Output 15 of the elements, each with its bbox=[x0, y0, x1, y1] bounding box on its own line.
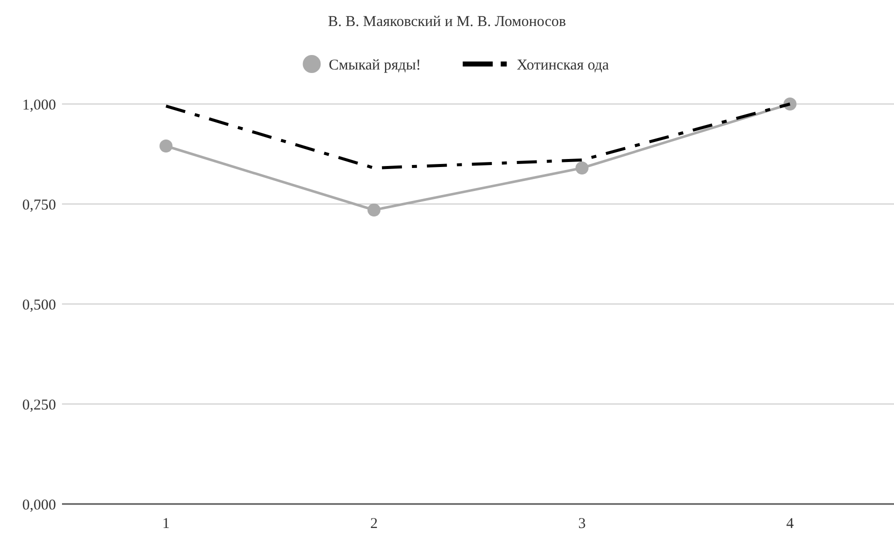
x-tick-label: 2 bbox=[370, 516, 378, 532]
y-tick-label: 1,000 bbox=[22, 97, 56, 114]
chart-title: В. В. Маяковский и М. В. Ломоносов bbox=[328, 14, 566, 30]
legend-label: Хотинская ода bbox=[516, 57, 610, 74]
y-tick-label: 0,250 bbox=[22, 397, 56, 414]
legend-label: Смыкай ряды! bbox=[328, 57, 421, 74]
y-tick-label: 0,750 bbox=[22, 197, 56, 214]
point bbox=[160, 140, 172, 152]
y-tick-label: 0,000 bbox=[22, 497, 56, 514]
point bbox=[576, 162, 588, 174]
point bbox=[368, 204, 380, 216]
x-tick-label: 1 bbox=[162, 516, 170, 532]
y-tick-label: 0,500 bbox=[22, 297, 56, 314]
x-tick-label: 3 bbox=[578, 516, 586, 532]
x-tick-label: 4 bbox=[786, 516, 794, 532]
